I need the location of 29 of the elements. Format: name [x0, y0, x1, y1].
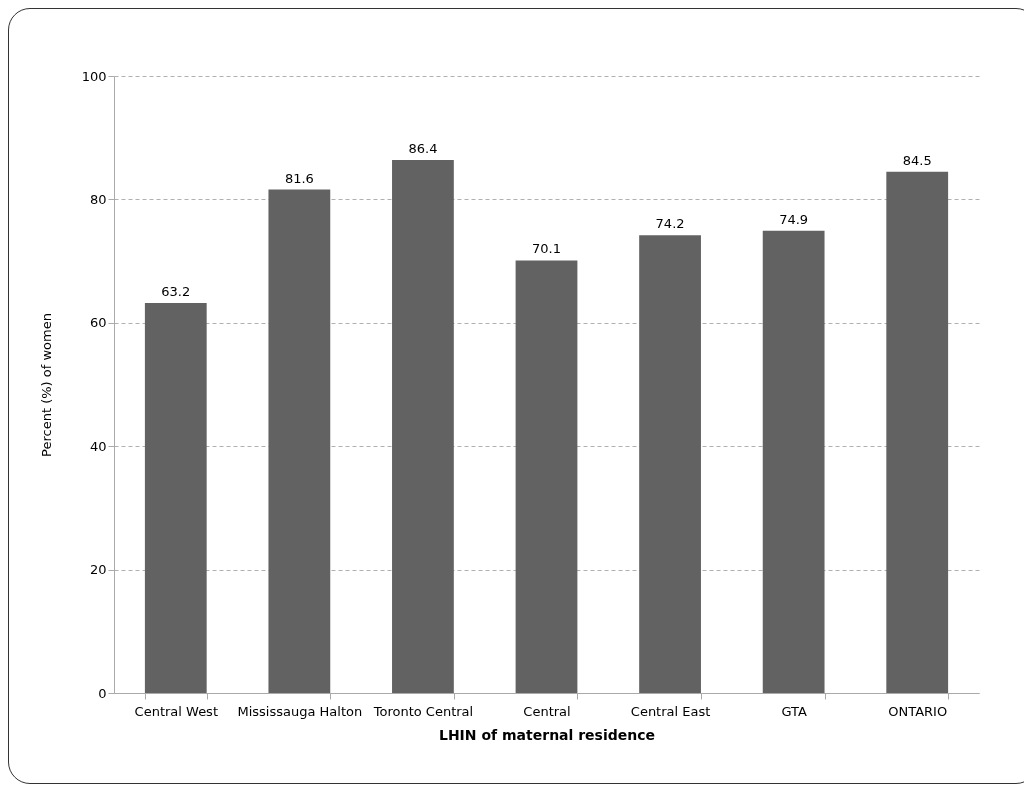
data-label: 63.2 — [161, 284, 191, 300]
x-tick-label: GTA — [781, 703, 807, 719]
y-tick-label: 0 — [98, 685, 107, 701]
bar — [144, 303, 207, 693]
x-tick-label: Central — [523, 703, 571, 719]
data-label: 84.5 — [902, 152, 932, 168]
y-axis-title: Percent (%) of women — [38, 313, 54, 457]
y-tick-label: 40 — [89, 438, 107, 454]
bar — [392, 159, 454, 693]
x-tick-label: Central West — [134, 703, 218, 719]
bar — [886, 171, 949, 693]
data-label: 70.1 — [532, 241, 561, 257]
data-label: 74.2 — [655, 216, 685, 232]
bar — [639, 235, 701, 693]
y-tick-label: 60 — [89, 315, 107, 331]
y-tick-label: 80 — [89, 191, 107, 207]
x-tick-label: Central East — [630, 703, 711, 719]
y-tick-label: 20 — [89, 562, 107, 578]
bar — [515, 260, 578, 693]
x-tick-label: Mississauga Halton — [237, 703, 363, 719]
x-tick-label: Toronto Central — [372, 703, 474, 719]
bar — [762, 230, 825, 693]
bar — [268, 189, 331, 693]
x-axis-title: LHIN of maternal residence — [438, 726, 656, 743]
data-label: 74.9 — [779, 211, 809, 227]
data-label: 86.4 — [408, 140, 438, 156]
y-tick-label: 100 — [81, 68, 107, 84]
x-tick-label: ONTARIO — [888, 703, 948, 719]
data-label: 81.6 — [284, 170, 314, 186]
